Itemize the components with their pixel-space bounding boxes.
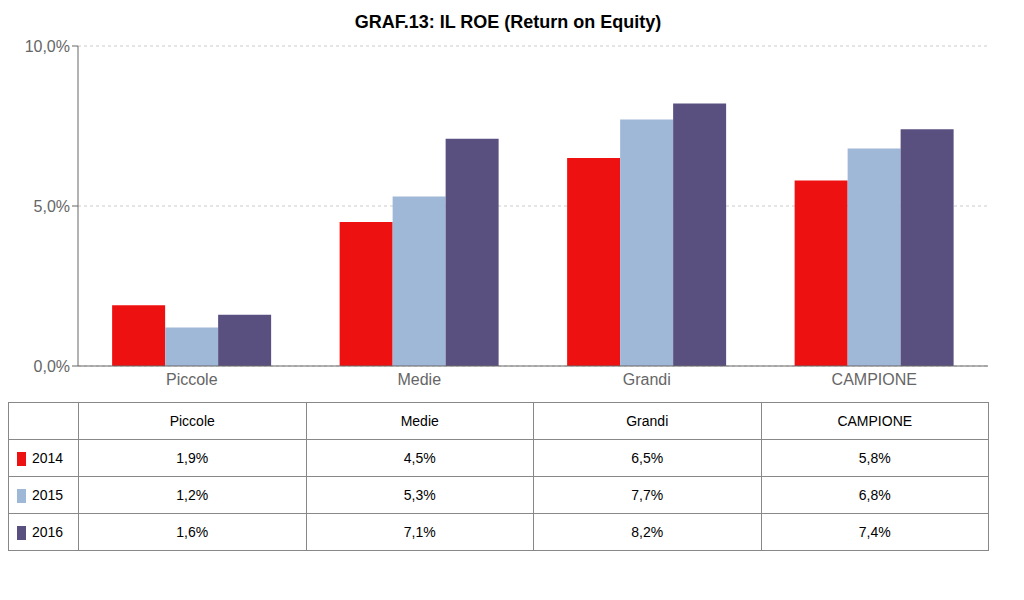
html-text:2015: 2015 xyxy=(32,487,64,504)
html-text:8,2%: 8,2% xyxy=(631,524,664,540)
svg-text:10,0%: 10,0% xyxy=(25,38,70,55)
svg-text:Medie: Medie xyxy=(397,371,441,388)
svg-text:CAMPIONE: CAMPIONE xyxy=(832,371,917,388)
html-text:Medie: Medie xyxy=(400,413,439,429)
html-text:1,2%: 1,2% xyxy=(176,487,209,503)
svg-text:Piccole: Piccole xyxy=(166,371,218,388)
svg-text:0,0%: 0,0% xyxy=(34,358,70,375)
html-text:7,7%: 7,7% xyxy=(631,487,664,503)
html-text:2016: 2016 xyxy=(32,524,64,541)
html-text:4,5%: 4,5% xyxy=(403,450,436,466)
html-text:1,9%: 1,9% xyxy=(176,450,209,466)
html-text:6,8%: 6,8% xyxy=(858,487,891,503)
svg-text:5,0%: 5,0% xyxy=(34,198,70,215)
html-text:2014: 2014 xyxy=(32,450,64,467)
html-text:5,3%: 5,3% xyxy=(403,487,436,503)
html-text:7,1%: 7,1% xyxy=(403,524,436,540)
html-text:Piccole: Piccole xyxy=(169,413,215,429)
svg-text:Grandi: Grandi xyxy=(623,371,671,388)
html-text:GRAF.13: IL ROE (Return on Equ: GRAF.13: IL ROE (Return on Equity) xyxy=(354,12,662,32)
html-text:7,4%: 7,4% xyxy=(858,524,891,540)
html-text:Grandi: Grandi xyxy=(626,413,669,429)
html-text:5,8%: 5,8% xyxy=(858,450,891,466)
html-text:6,5%: 6,5% xyxy=(631,450,664,466)
html-text:CAMPIONE: CAMPIONE xyxy=(837,413,913,429)
html-text:1,6%: 1,6% xyxy=(176,524,209,540)
